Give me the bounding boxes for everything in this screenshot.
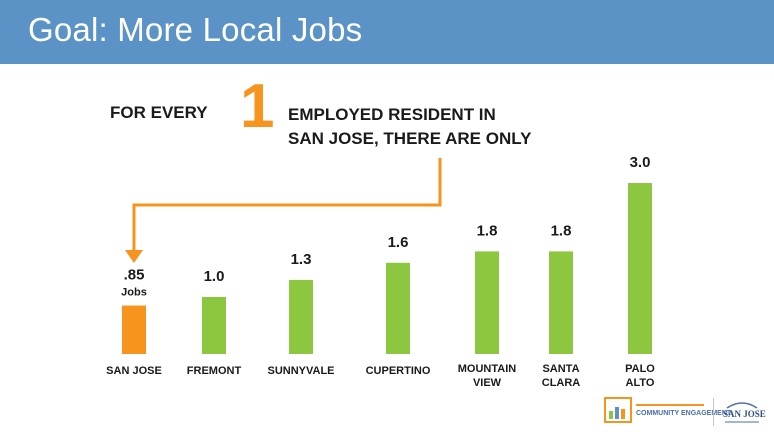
- title-banner: Goal: More Local Jobs: [0, 0, 774, 64]
- category-label: VIEW: [473, 377, 502, 389]
- category-label: MOUNTAIN: [458, 363, 517, 375]
- category-label: FREMONT: [187, 365, 242, 377]
- bar: [386, 262, 410, 354]
- page-title: Goal: More Local Jobs: [28, 11, 363, 48]
- data-label: 1.0: [204, 268, 225, 285]
- san-jose-logo-text: SAN JOSE: [723, 409, 766, 419]
- data-label: 1.8: [551, 222, 572, 239]
- bar: [202, 297, 226, 354]
- data-label: 1.6: [388, 234, 409, 251]
- pointer-arrow-line: [132, 158, 442, 252]
- category-label: CUPERTINO: [366, 365, 431, 377]
- bar: [289, 279, 313, 354]
- data-label: 1.8: [477, 222, 498, 239]
- category-label: CLARA: [542, 377, 581, 389]
- category-label: PALO: [625, 363, 655, 375]
- category-label: SANTA: [542, 363, 579, 375]
- community-engagement-text: COMMUNITY ENGAGEMENT: [636, 410, 732, 417]
- headline-number: 1: [240, 72, 275, 141]
- data-label: 3.0: [630, 154, 651, 171]
- unit-label: Jobs: [121, 287, 147, 299]
- data-label: .85: [124, 267, 145, 284]
- san-jose-logo: SAN JOSE: [721, 398, 766, 426]
- headline-suffix-line1: EMPLOYED RESIDENT IN: [288, 105, 496, 124]
- data-label: 1.3: [291, 251, 312, 268]
- headline-prefix: FOR EVERY: [110, 103, 208, 122]
- headline-suffix: EMPLOYED RESIDENT IN SAN JOSE, THERE ARE…: [288, 103, 531, 151]
- bar: [475, 251, 499, 354]
- category-label: ALTO: [626, 377, 655, 389]
- category-label: SUNNYVALE: [267, 365, 334, 377]
- footer-divider: [713, 398, 714, 426]
- pointer-arrow-head: [125, 250, 143, 263]
- headline-suffix-line2: SAN JOSE, THERE ARE ONLY: [288, 129, 532, 148]
- community-engagement-icon: [604, 397, 704, 423]
- community-engagement-logo: COMMUNITY ENGAGEMENT: [604, 396, 731, 426]
- category-label: SAN JOSE: [106, 365, 162, 377]
- bar: [549, 251, 573, 354]
- bar: [628, 183, 652, 354]
- san-jose-seal-icon: [725, 402, 759, 423]
- bar: [122, 305, 146, 354]
